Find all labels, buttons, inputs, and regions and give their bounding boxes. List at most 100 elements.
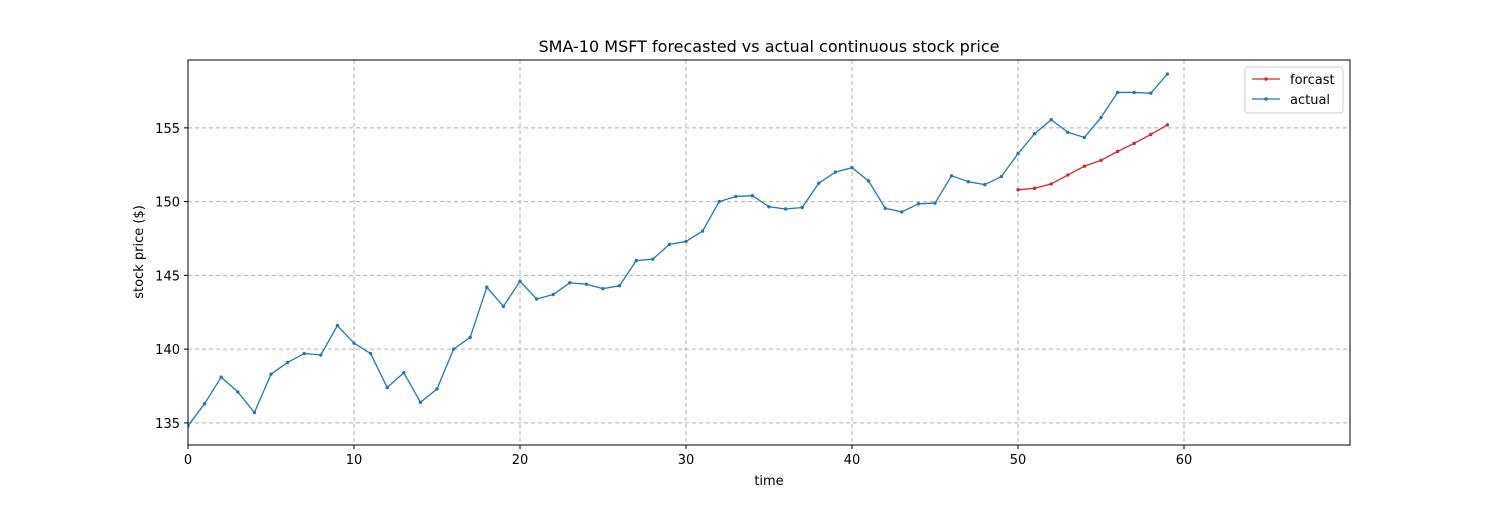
data-point-actual [418, 400, 423, 404]
data-point-actual [1049, 118, 1053, 122]
data-point-forcast [1066, 173, 1070, 177]
chart-legend: forcast actual [1244, 66, 1344, 114]
data-point-actual [900, 210, 904, 214]
data-point-actual [1149, 91, 1153, 95]
data-point-forcast [1115, 149, 1120, 154]
data-point-actual [700, 229, 705, 233]
data-point-actual [319, 353, 323, 357]
data-point-actual [634, 258, 638, 263]
data-point-actual [800, 205, 804, 210]
y-tick-label: 150 [155, 196, 180, 211]
plot-area-frame [187, 59, 1351, 446]
data-point-actual [1165, 72, 1170, 76]
data-point-actual [1115, 90, 1120, 95]
data-point-actual [269, 372, 273, 376]
data-point-actual [949, 174, 954, 178]
data-point-actual [933, 201, 937, 205]
data-point-actual [302, 351, 306, 356]
data-point-actual [402, 371, 406, 375]
legend-item-actual: actual [1252, 93, 1330, 108]
data-point-actual [1032, 132, 1037, 136]
data-point-actual [750, 194, 755, 198]
data-point-actual [916, 202, 921, 206]
grid-lines [188, 60, 1350, 445]
data-point-forcast [1132, 141, 1136, 146]
data-point-actual [551, 292, 555, 297]
x-tick-label: 40 [844, 453, 861, 468]
data-point-actual [368, 351, 373, 356]
x-axis-label: time [754, 474, 783, 489]
x-tick-label: 10 [346, 453, 363, 468]
axis-ticks: 0 10 20 30 40 50 60 135 140 145 150 155 [155, 122, 1192, 468]
legend-swatch-marker [1264, 77, 1268, 81]
data-point-actual [252, 410, 257, 415]
chart-title: SMA-10 MSFT forecasted vs actual continu… [539, 37, 1000, 56]
y-tick-label: 155 [155, 122, 180, 137]
data-point-actual [783, 207, 788, 211]
y-axis-label: stock price ($) [132, 205, 147, 299]
data-point-actual [451, 347, 456, 351]
data-point-forcast [1165, 123, 1170, 127]
data-point-forcast [1082, 164, 1087, 168]
legend-item-forcast: forcast [1252, 73, 1335, 88]
data-point-actual [584, 282, 589, 286]
data-point-forcast [1099, 158, 1103, 163]
series-lines [188, 72, 1170, 428]
data-point-actual [767, 205, 771, 209]
y-tick-label: 145 [155, 269, 180, 284]
data-point-actual [651, 257, 655, 261]
data-point-actual [352, 341, 356, 345]
legend-swatch-marker [1264, 97, 1268, 101]
legend-label: forcast [1290, 73, 1335, 88]
x-tick-label: 0 [184, 453, 192, 468]
data-point-actual [285, 360, 290, 365]
data-point-actual [202, 401, 207, 406]
series-line-actual [188, 73, 1168, 427]
data-point-actual [219, 375, 223, 379]
data-point-actual [485, 285, 489, 289]
data-point-actual [534, 297, 539, 301]
data-point-actual [501, 304, 506, 309]
data-point-actual [684, 239, 688, 244]
data-point-forcast [1032, 186, 1037, 191]
legend-label: actual [1290, 93, 1330, 108]
x-tick-label: 20 [512, 453, 529, 468]
data-point-actual [833, 170, 838, 174]
series-line-forcast [1017, 124, 1168, 191]
y-tick-label: 140 [155, 343, 180, 358]
series-forcast [1016, 123, 1170, 192]
data-point-actual [999, 174, 1004, 179]
data-point-actual [1132, 90, 1136, 95]
data-point-actual [518, 279, 522, 283]
y-tick-label: 135 [155, 417, 180, 432]
data-point-actual [667, 242, 672, 247]
data-point-actual [1016, 151, 1020, 156]
data-point-actual [1066, 130, 1070, 134]
data-point-actual [1082, 135, 1087, 140]
data-point-forcast [1149, 132, 1153, 137]
data-point-actual [734, 194, 738, 199]
data-point-actual [601, 286, 605, 291]
data-point-actual [385, 385, 389, 390]
data-point-actual [983, 182, 987, 187]
data-point-actual [850, 165, 854, 170]
x-tick-label: 50 [1010, 453, 1027, 468]
x-tick-label: 60 [1176, 453, 1193, 468]
data-point-forcast [1016, 188, 1020, 192]
data-point-actual [236, 390, 240, 394]
data-point-actual [866, 179, 871, 183]
data-point-actual [568, 281, 572, 285]
data-point-actual [435, 387, 439, 391]
data-point-actual [883, 206, 887, 210]
data-point-actual [1099, 115, 1103, 120]
data-point-forcast [1049, 182, 1053, 186]
data-point-actual [817, 181, 821, 185]
data-point-actual [617, 283, 622, 288]
x-tick-label: 30 [678, 453, 695, 468]
data-point-actual [966, 179, 970, 184]
data-point-actual [468, 335, 472, 340]
data-point-actual [335, 323, 340, 328]
data-point-actual [717, 199, 721, 204]
